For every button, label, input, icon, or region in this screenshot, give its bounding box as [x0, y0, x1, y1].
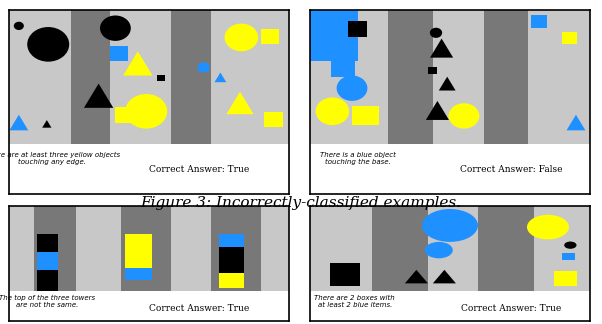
Polygon shape: [405, 270, 428, 284]
Bar: [310, 144, 590, 194]
Circle shape: [225, 24, 258, 51]
Text: Figure 3: Incorrectly-classified examples.: Figure 3: Incorrectly-classified example…: [140, 195, 462, 210]
Text: There are 2 boxes with
at least 2 blue items.: There are 2 boxes with at least 2 blue i…: [314, 295, 395, 307]
Bar: [110, 45, 128, 61]
Bar: [125, 235, 152, 245]
Bar: [219, 234, 244, 247]
Bar: [483, 10, 529, 144]
Polygon shape: [226, 92, 253, 114]
Text: Correct Answer: True: Correct Answer: True: [462, 304, 562, 313]
Circle shape: [27, 27, 69, 62]
Polygon shape: [566, 115, 585, 130]
Bar: [125, 257, 152, 268]
Bar: [219, 273, 244, 288]
Bar: [37, 270, 58, 291]
Bar: [9, 10, 289, 144]
Bar: [125, 268, 152, 280]
Bar: [348, 21, 367, 38]
Circle shape: [430, 28, 442, 38]
Polygon shape: [433, 270, 456, 284]
Bar: [264, 112, 284, 127]
Polygon shape: [123, 51, 152, 75]
Bar: [562, 253, 574, 260]
Text: Correct Answer: True: Correct Answer: True: [149, 304, 249, 313]
Bar: [9, 291, 289, 321]
Bar: [116, 107, 141, 123]
Bar: [371, 206, 427, 291]
Bar: [121, 206, 172, 291]
Bar: [157, 75, 165, 81]
Circle shape: [315, 98, 349, 125]
Polygon shape: [426, 101, 449, 120]
Circle shape: [100, 16, 131, 41]
Bar: [125, 245, 152, 257]
Circle shape: [422, 209, 478, 242]
Bar: [219, 247, 244, 260]
Polygon shape: [439, 77, 456, 90]
Bar: [330, 263, 361, 286]
Circle shape: [125, 94, 167, 129]
Bar: [310, 206, 590, 291]
Polygon shape: [214, 73, 226, 82]
Text: Correct Answer: False: Correct Answer: False: [461, 165, 563, 174]
Bar: [310, 291, 590, 321]
Circle shape: [14, 22, 24, 30]
Circle shape: [337, 75, 367, 101]
Bar: [562, 32, 577, 44]
Circle shape: [197, 62, 209, 73]
Bar: [478, 206, 534, 291]
Text: There is a blue object
touching the base.: There is a blue object touching the base…: [320, 152, 396, 165]
Bar: [531, 16, 547, 28]
Bar: [388, 10, 433, 144]
Bar: [9, 206, 289, 291]
Bar: [427, 67, 436, 75]
Circle shape: [527, 215, 569, 239]
Bar: [261, 29, 279, 44]
Bar: [310, 10, 358, 61]
Polygon shape: [42, 120, 51, 128]
Bar: [9, 144, 289, 194]
Bar: [37, 234, 58, 252]
Text: There are at least three yellow objects
touching any edge.: There are at least three yellow objects …: [0, 152, 120, 165]
Bar: [352, 106, 379, 125]
Bar: [37, 252, 58, 270]
Bar: [211, 206, 261, 291]
Polygon shape: [84, 84, 113, 108]
Circle shape: [448, 103, 479, 129]
Polygon shape: [10, 115, 28, 130]
Polygon shape: [430, 39, 453, 58]
Bar: [310, 10, 590, 144]
Circle shape: [564, 242, 577, 249]
Text: Correct Answer: True: Correct Answer: True: [149, 165, 249, 174]
Bar: [219, 260, 244, 273]
Bar: [172, 10, 211, 144]
Text: The top of the three towers
are not the same.: The top of the three towers are not the …: [0, 295, 95, 307]
Circle shape: [425, 242, 453, 258]
Bar: [34, 206, 76, 291]
Bar: [554, 271, 577, 286]
Bar: [70, 10, 110, 144]
Bar: [331, 57, 355, 77]
